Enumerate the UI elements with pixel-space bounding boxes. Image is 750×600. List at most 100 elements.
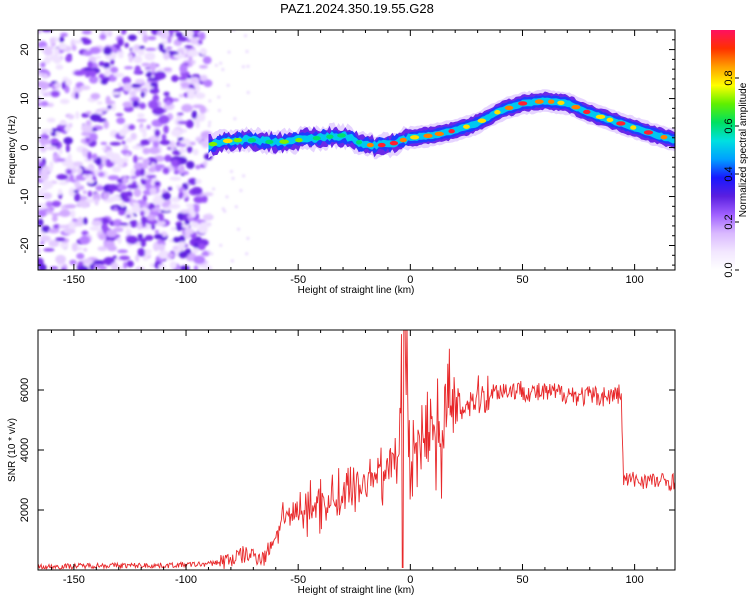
noise-blob bbox=[48, 239, 60, 248]
noise-blob bbox=[139, 168, 146, 177]
noise-blob bbox=[85, 138, 91, 143]
noise-blob bbox=[170, 226, 177, 232]
noise-blob bbox=[167, 186, 173, 191]
noise-blob bbox=[98, 233, 107, 241]
colorbar-tick-label: 0.0 bbox=[723, 262, 735, 277]
noise-blob bbox=[171, 129, 182, 137]
noise-blob bbox=[221, 68, 225, 72]
noise-blob bbox=[161, 49, 167, 54]
noise-blob bbox=[242, 174, 246, 178]
noise-blob bbox=[97, 171, 105, 178]
ridge-peak bbox=[477, 118, 487, 123]
noise-blob bbox=[243, 34, 247, 38]
noise-blob bbox=[163, 91, 170, 97]
noise-blob bbox=[223, 209, 227, 213]
noise-blob bbox=[187, 49, 199, 57]
spectrogram-x-tick-label: -150 bbox=[63, 274, 85, 286]
noise-blob bbox=[185, 203, 194, 207]
noise-blob bbox=[132, 100, 140, 108]
noise-blob bbox=[192, 148, 199, 156]
noise-blob bbox=[154, 233, 164, 240]
noise-blob bbox=[122, 76, 132, 85]
noise-blob bbox=[56, 173, 69, 180]
noise-blob bbox=[175, 224, 183, 231]
noise-blob bbox=[144, 253, 152, 257]
noise-blob bbox=[75, 111, 80, 120]
noise-blob bbox=[230, 259, 234, 263]
noise-blob bbox=[50, 138, 59, 144]
noise-blob bbox=[103, 242, 110, 248]
spectrogram-y-tick-label: 20 bbox=[19, 43, 31, 55]
noise-blob bbox=[225, 195, 229, 199]
noise-blob bbox=[168, 203, 181, 209]
noise-blob bbox=[188, 177, 198, 185]
noise-blob bbox=[98, 107, 111, 112]
noise-blob bbox=[87, 190, 93, 198]
noise-blob bbox=[145, 47, 157, 51]
noise-blob bbox=[99, 217, 110, 225]
noise-blob bbox=[118, 161, 124, 167]
noise-blob bbox=[208, 222, 212, 226]
spectrogram-ridge bbox=[208, 89, 675, 160]
ridge-peak bbox=[409, 135, 420, 140]
noise-blob bbox=[39, 235, 51, 243]
ridge-peak bbox=[423, 133, 433, 139]
spectrogram-y-tick-label: 0 bbox=[19, 144, 31, 150]
noise-blob bbox=[208, 120, 212, 124]
noise-blob bbox=[76, 252, 85, 260]
noise-blob bbox=[145, 174, 157, 179]
noise-blob bbox=[87, 60, 94, 69]
spectrogram-x-tick-label: 100 bbox=[625, 274, 643, 286]
noise-blob bbox=[140, 163, 149, 169]
noise-blob bbox=[177, 36, 189, 42]
noise-blob bbox=[137, 233, 143, 239]
noise-blob bbox=[239, 189, 243, 193]
noise-blob bbox=[38, 218, 44, 227]
noise-blob bbox=[221, 207, 225, 211]
noise-blob bbox=[122, 197, 131, 203]
noise-blob bbox=[107, 105, 113, 109]
noise-blob bbox=[132, 202, 140, 206]
snr-y-label: SNR (10 * v/v) bbox=[7, 418, 18, 482]
noise-blob bbox=[191, 73, 201, 78]
noise-blob bbox=[190, 37, 199, 45]
noise-blob bbox=[59, 36, 65, 43]
noise-blob bbox=[41, 165, 50, 175]
spectrogram-y-label: Frequency (Hz) bbox=[7, 116, 18, 185]
noise-blob bbox=[226, 83, 230, 87]
ridge-peak bbox=[399, 137, 407, 143]
noise-blob bbox=[203, 79, 213, 88]
colorbar-ticks: 0.0 0.2 0.4 0.6 0.8 bbox=[723, 70, 739, 278]
noise-blob bbox=[167, 252, 175, 259]
noise-blob bbox=[136, 118, 147, 123]
noise-blob bbox=[195, 164, 201, 170]
noise-blob bbox=[38, 137, 47, 144]
snr-x-tick-label: -100 bbox=[175, 574, 197, 586]
noise-blob bbox=[149, 187, 157, 196]
noise-blob bbox=[141, 62, 151, 67]
noise-blob bbox=[133, 44, 141, 51]
noise-blob bbox=[133, 55, 143, 64]
noise-blob bbox=[158, 250, 170, 260]
noise-blob bbox=[125, 228, 132, 236]
noise-blob bbox=[107, 32, 113, 37]
chart-title: PAZ1.2024.350.19.55.G28 bbox=[280, 1, 434, 16]
spectrogram-x-tick-label: 0 bbox=[407, 274, 413, 286]
noise-blob bbox=[77, 265, 89, 270]
noise-blob bbox=[49, 207, 55, 211]
noise-blob bbox=[179, 64, 188, 74]
noise-blob bbox=[152, 242, 160, 252]
noise-blob bbox=[132, 145, 144, 150]
noise-blob bbox=[150, 82, 158, 88]
noise-blob bbox=[48, 166, 53, 173]
noise-blob bbox=[146, 124, 151, 130]
noise-blob bbox=[68, 122, 73, 128]
noise-blob bbox=[181, 104, 193, 113]
noise-blob bbox=[227, 50, 231, 54]
noise-blob bbox=[117, 184, 128, 191]
noise-blob bbox=[155, 204, 161, 208]
noise-blob bbox=[184, 45, 194, 49]
noise-blob bbox=[134, 78, 145, 84]
noise-blob bbox=[158, 243, 166, 252]
snr-x-tick-label: 0 bbox=[407, 574, 413, 586]
